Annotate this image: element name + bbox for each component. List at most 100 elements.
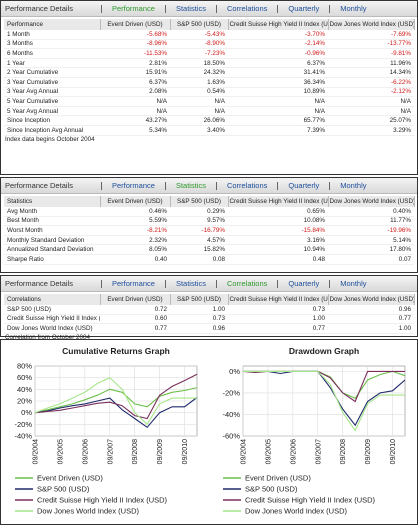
table-row: 1 Month -5.68% -5.43% -3.70% -7.69% [4,30,414,40]
table-cell: 15.82% [170,244,228,255]
table-cell: 11.96% [328,58,414,69]
table-row: Sharpe Ratio 0.40 0.08 0.48 0.07 [4,254,414,265]
table-cell: N/A [328,96,414,107]
table-cell: 6.37% [228,58,328,69]
table-cell: 3.16% [228,235,328,246]
legend-label: Credit Suisse High Yield II Index (USD) [245,496,376,505]
table-cell: 0.40% [328,207,414,217]
table-cell: -3.70% [228,30,328,40]
tab[interactable]: Correlations [215,4,277,13]
table-row: Since Inception 43.27% 26.06% 65.77% 25.07% [4,115,414,126]
table-cell: 10.08% [228,216,328,227]
column-header: Dow Jones World Index (USD) [328,19,415,30]
column-header: Correlations [4,294,101,305]
table-row: Worst Month -8.21% -16.79% -15.84% -19.96% [4,225,414,236]
table-cell: 25.07% [328,115,414,126]
header-row: Correlations Event Driven (USD) S&P 500 (U… [4,294,415,305]
table-cell: 5.34% [100,125,170,136]
column-header: S&P 500 (USD) [170,294,229,305]
tab[interactable]: Monthly [329,181,376,190]
row-label: Monthly Standard Deviation [4,235,100,246]
tab[interactable]: Monthly [329,279,376,288]
x-tick-label: 09/2006 [82,439,89,464]
table-cell: 26.06% [170,115,228,126]
x-tick-label: 09/2007 [107,439,114,464]
tab[interactable]: Correlations [215,181,277,190]
table-cell: -5.43% [170,30,228,40]
tab-bar: Performance Details Performance Statistics… [1,178,417,194]
row-label: 1 Month [4,30,100,40]
column-header: Dow Jones World Index (USD) [328,196,415,207]
table-cell: 7.39% [228,125,328,136]
note: Correlation from October 2004 [5,333,91,341]
table-cell: 15.91% [100,67,170,78]
row-label: 1 Year [4,58,100,69]
tab[interactable]: Quarterly [277,4,329,13]
table-cell: -11.53% [100,48,170,59]
table-row: 6 Months -11.53% -7.23% -0.96% -9.81% [4,48,414,59]
x-tick-label: 09/2008 [340,439,347,464]
series-line [34,373,198,420]
tab-bar: Performance Details Performance Statistics… [1,1,417,17]
table-cell: 0.72 [100,305,170,315]
tab[interactable]: Monthly [329,4,376,13]
header-row: Performance Event Driven (USD) S&P 500 (US… [4,19,415,30]
table-cell: 18.50% [170,58,228,69]
y-tick-label: 80% [17,362,32,371]
table-row: 3 Months -8.96% -8.90% -2.14% -13.77% [4,39,414,50]
tab[interactable]: Performance [101,181,165,190]
table-row: Monthly Standard Deviation 2.32% 4.57% 3.16… [4,235,414,246]
table-cell: 0.60 [100,314,170,325]
table-cell: -2.12% [328,87,414,98]
legend-label: S&P 500 (USD) [245,485,298,494]
table-cell: 36.34% [228,77,328,88]
data-table: Correlations Event Driven (USD) S&P 500 (U… [4,294,415,334]
table-cell: 1.63% [170,77,228,88]
column-header: Event Driven (USD) [100,196,171,207]
header-row: Statistics Event Driven (USD) S&P 500 (USD… [4,196,415,207]
statistics-panel: Performance Details Performance Statistics… [0,177,418,273]
column-header: S&P 500 (USD) [170,196,229,207]
tab[interactable]: Statistics [164,279,216,288]
x-tick-label: 09/2005 [57,439,64,464]
data-table: Statistics Event Driven (USD) S&P 500 (USD… [4,196,415,265]
tab[interactable]: Statistics [164,181,216,190]
table-cell: 17.80% [328,244,414,255]
tab[interactable]: Statistics [164,4,216,13]
table-cell: -19.96% [328,225,414,236]
table-cell: 0.73 [170,314,228,325]
legend-label: Credit Suisse High Yield II Index (USD) [37,496,168,505]
legend-label: Dow Jones World Index (USD) [37,507,139,516]
performance-panel: Performance Details Performance Statistics… [0,0,418,175]
table-cell: 10.89% [228,87,328,98]
table-cell: 31.41% [228,67,328,78]
column-header: Event Driven (USD) [100,19,171,30]
tab[interactable]: Quarterly [277,181,329,190]
table-cell: 0.73 [228,305,328,315]
legend-label: S&P 500 (USD) [37,485,90,494]
table-cell: 14.34% [328,67,414,78]
table-cell: -13.77% [328,39,414,50]
x-tick-label: 09/2004 [241,439,248,464]
table-row: Dow Jones World Index (USD) 0.77 0.96 0.77 1… [4,323,414,334]
row-label: Credit Suisse High Yield II Index (USD) [4,314,100,325]
y-tick-label: -40% [14,432,32,441]
tab[interactable]: Performance [101,4,165,13]
table-cell: -2.14% [228,39,328,50]
row-label: Dow Jones World Index (USD) [4,323,100,334]
table-row: Best Month 5.59% 9.57% 10.08% 11.77% [4,216,414,227]
tab[interactable]: Quarterly [277,279,329,288]
table-cell: 0.77 [328,314,414,325]
table-cell: -16.79% [170,225,228,236]
row-label: Worst Month [4,225,100,236]
row-label: S&P 500 (USD) [4,305,100,315]
table-cell: N/A [228,96,328,107]
note: Index data begins October 2004 [5,135,95,143]
x-tick-label: 09/2007 [315,439,322,464]
table-row: S&P 500 (USD) 0.72 1.00 0.73 0.96 [4,305,414,315]
table-cell: N/A [170,96,228,107]
tab[interactable]: Correlations [215,279,277,288]
row-label: 5 Year Cumulative [4,96,100,107]
y-tick-label: 60% [17,373,32,382]
tab[interactable]: Performance [101,279,165,288]
